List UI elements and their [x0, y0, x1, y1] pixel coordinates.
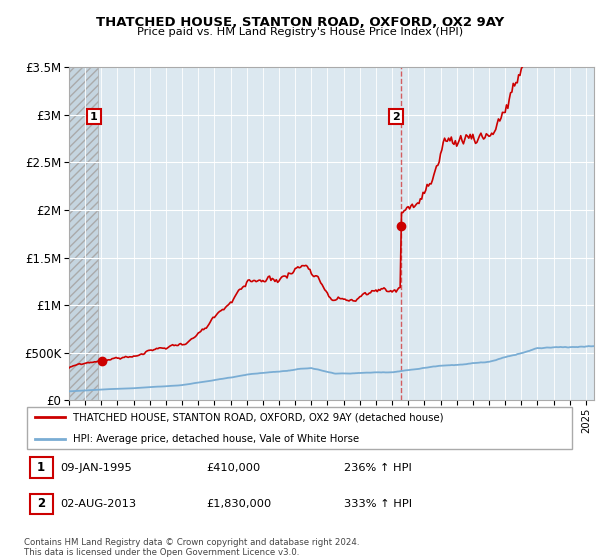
Text: 1: 1	[37, 461, 45, 474]
FancyBboxPatch shape	[29, 493, 53, 514]
Text: Price paid vs. HM Land Registry's House Price Index (HPI): Price paid vs. HM Land Registry's House …	[137, 27, 463, 37]
Text: 09-JAN-1995: 09-JAN-1995	[60, 463, 131, 473]
FancyBboxPatch shape	[27, 407, 572, 450]
Text: £410,000: £410,000	[206, 463, 260, 473]
Text: THATCHED HOUSE, STANTON ROAD, OXFORD, OX2 9AY (detached house): THATCHED HOUSE, STANTON ROAD, OXFORD, OX…	[73, 412, 443, 422]
Text: 333% ↑ HPI: 333% ↑ HPI	[344, 499, 412, 509]
Text: 2: 2	[37, 497, 45, 510]
FancyBboxPatch shape	[29, 458, 53, 478]
Text: HPI: Average price, detached house, Vale of White Horse: HPI: Average price, detached house, Vale…	[73, 434, 359, 444]
Text: 02-AUG-2013: 02-AUG-2013	[60, 499, 136, 509]
Text: 2: 2	[392, 111, 400, 122]
Text: 1: 1	[90, 111, 98, 122]
Text: Contains HM Land Registry data © Crown copyright and database right 2024.
This d: Contains HM Land Registry data © Crown c…	[24, 538, 359, 557]
Text: THATCHED HOUSE, STANTON ROAD, OXFORD, OX2 9AY: THATCHED HOUSE, STANTON ROAD, OXFORD, OX…	[96, 16, 504, 29]
Text: £1,830,000: £1,830,000	[206, 499, 271, 509]
Bar	[69, 67, 98, 400]
Text: 236% ↑ HPI: 236% ↑ HPI	[344, 463, 412, 473]
